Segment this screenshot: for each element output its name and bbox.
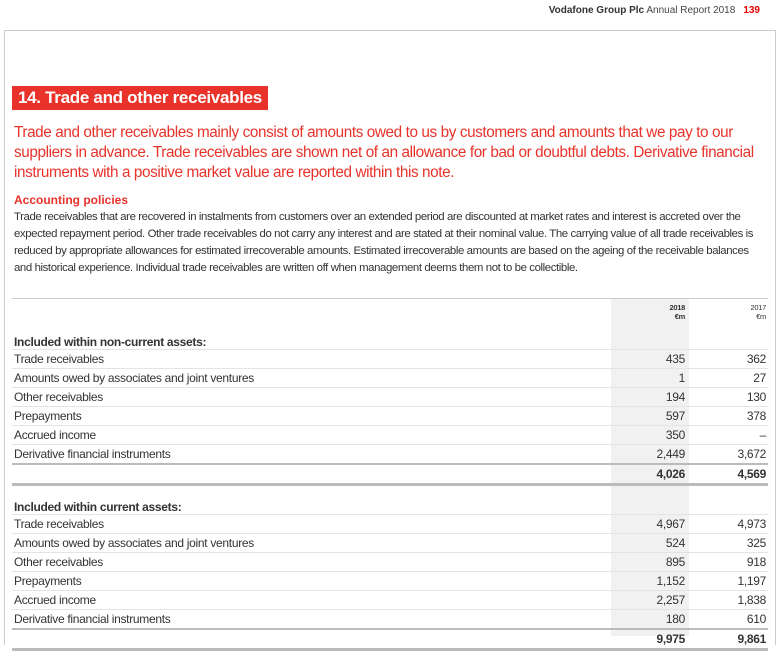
value-2018: 2,449 [609,444,690,464]
table-row: Accrued income 350– [12,425,768,445]
accounting-policies-heading: Accounting policies [14,193,129,207]
section-title: 14. Trade and other receivables [12,86,268,110]
table-row: Other receivables 194 130 [12,387,768,407]
divider [775,30,776,645]
table-row: Amounts owed by associates and joint ven… [12,368,768,388]
value-2017: 378 [690,406,768,426]
column-2018: 2018 €m [609,298,690,329]
table-row: Prepayments 597 378 [12,406,768,426]
value-2017: 4,973 [690,514,768,534]
column-2017: 2017 €m [690,298,768,329]
company-name: Vodafone Group Plc [548,5,645,16]
divider [4,30,5,645]
value-2018: 2,257 [609,590,690,610]
value-2018: 435 [609,349,690,369]
table-row: Derivative financial instruments 180 610 [12,609,768,629]
row-label: Accrued income [12,590,609,610]
value-2017: 325 [690,533,768,553]
value-2017: 1,197 [690,571,768,591]
row-label: Other receivables [12,552,609,572]
total-2017: 4,569 [690,463,768,486]
value-2018: 1,152 [609,571,690,591]
value-2017: 130 [690,387,768,407]
value-2018: 524 [609,533,690,553]
value-2018: 180 [609,609,690,629]
row-label: Amounts owed by associates and joint ven… [12,533,609,553]
table-row: Prepayments 1,152 1,197 [12,571,768,591]
row-label: Accrued income [12,425,609,445]
row-label: Prepayments [12,571,609,591]
total-row: 4,026 4,569 [12,463,768,486]
row-label: Other receivables [12,387,609,407]
table-header-row: 2018 €m 2017 €m [12,298,768,329]
section-label-row: Included within non-current assets: [12,329,768,350]
value-2018: 4,967 [609,514,690,534]
page-header: Vodafone Group Plc Annual Report 2018 139 [549,5,760,16]
row-label: Derivative financial instruments [12,444,609,464]
table-row: Trade receivables 4,967 4,973 [12,514,768,534]
row-label: Prepayments [12,406,609,426]
value-2017: 1,838 [690,590,768,610]
value-2018: 194 [609,387,690,407]
total-2017: 9,861 [690,628,768,651]
value-2017: – [690,425,768,445]
section-label: Included within non-current assets: [14,335,207,349]
row-label: Amounts owed by associates and joint ven… [12,368,609,388]
divider [4,30,776,31]
total-2018: 9,975 [609,628,690,651]
intro-text: Trade and other receivables mainly consi… [14,124,754,181]
total-row: 9,975 9,861 [12,628,768,651]
section-label: Included within current assets: [14,500,182,514]
value-2018: 1 [609,368,690,388]
value-2018: 895 [609,552,690,572]
accounting-policies-text: Trade receivables that are recovered in … [14,211,754,274]
row-label: Trade receivables [12,514,609,534]
section-label-row: Included within current assets: [12,494,768,515]
page-number: 139 [743,5,760,16]
total-2018: 4,026 [609,463,690,486]
value-2018: 597 [609,406,690,426]
value-2017: 362 [690,349,768,369]
value-2017: 610 [690,609,768,629]
row-label: Derivative financial instruments [12,609,609,629]
table-row: Other receivables 895 918 [12,552,768,572]
table-row: Trade receivables 435 362 [12,349,768,369]
receivables-table: 2018 €m 2017 €m Included within non-current … [12,298,768,651]
value-2018: 350 [609,425,690,445]
value-2017: 918 [690,552,768,572]
row-label: Trade receivables [12,349,609,369]
table-row: Amounts owed by associates and joint ven… [12,533,768,553]
value-2017: 3,672 [690,444,768,464]
table-row: Accrued income 2,257 1,838 [12,590,768,610]
value-2017: 27 [690,368,768,388]
table-row: Derivative financial instruments 2,449 3,6… [12,444,768,464]
report-name: Annual Report 2018 [646,5,736,16]
